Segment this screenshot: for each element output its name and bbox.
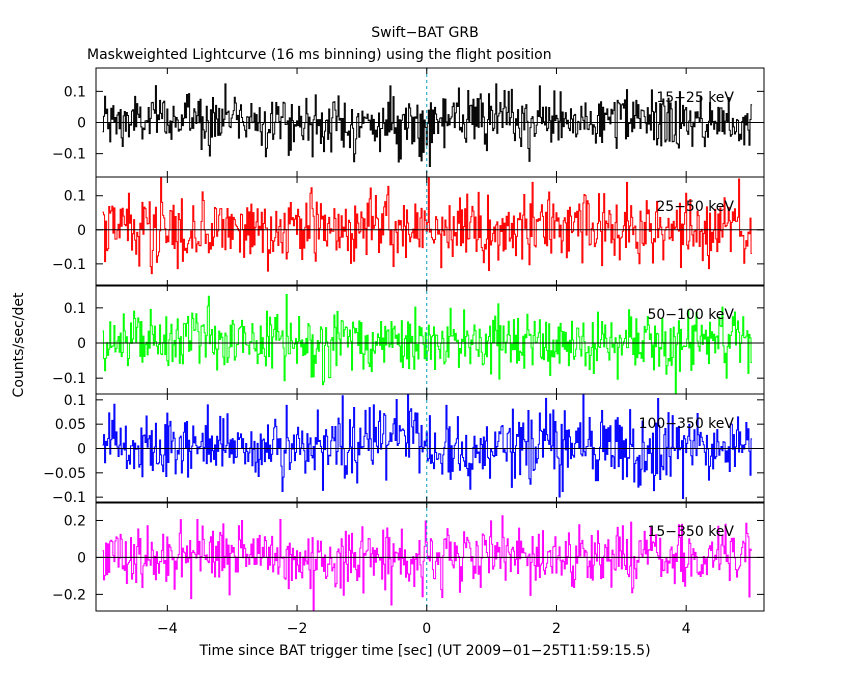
energy-band-label: 50−100 keV [647,307,734,323]
energy-band-label: 25−50 keV [656,199,734,215]
y-tick-label: 0 [77,116,86,132]
y-tick-label: −0.1 [52,490,86,506]
y-tick-label: −0.05 [43,466,86,482]
y-tick-label: 0.05 [55,417,86,433]
panel-3: 0.1 0 −0.1 50−100 keV [52,284,765,395]
chart-title: Swift−BAT GRB [371,25,478,41]
energy-band-label: 15−25 keV [656,90,734,106]
x-tick-label: 2 [552,621,561,637]
y-tick-label: 0.2 [64,513,86,529]
y-tick-label: 0 [77,442,86,458]
x-tick-labels: −4 −2 0 2 4 [157,621,691,637]
x-tick-label: 4 [682,621,691,637]
x-tick-label: −4 [157,621,178,637]
panel-frame [95,501,765,612]
y-tick-label: −0.1 [52,371,86,387]
panel-2: 0.1 0 −0.1 25−50 keV [52,176,765,287]
panel-frame [95,176,765,287]
y-tick-label: −0.1 [52,257,86,273]
panel-5: 0.2 0 −0.2 15−350 keV [52,501,765,612]
y-tick-label: 0.1 [64,301,86,317]
y-tick-label: −0.2 [52,587,86,603]
x-tick-label: 0 [422,621,431,637]
y-tick-label: −0.1 [52,147,86,163]
y-tick-label: 0 [77,550,86,566]
chart-subtitle: Maskweighted Lightcurve (16 ms binning) … [87,47,552,63]
y-axis-label: Counts/sec/det [11,292,27,397]
lightcurve-series-3 [102,294,753,395]
lightcurve-series-4 [102,393,753,499]
panel-4: 0.1 0.05 0 −0.05 −0.1 100−350 keV [43,393,765,506]
y-tick-label: 0.1 [64,393,86,409]
panels-group: 0.1 0 −0.1 15−25 keV 0.1 0 −0.1 25−50 keV 0.1 0 −0… [43,67,765,612]
x-tick-label: −2 [287,621,308,637]
x-axis-label: Time since BAT trigger time [sec] (UT 20… [198,643,650,659]
y-tick-label: 0 [77,223,86,239]
lightcurve-series-5 [102,515,753,612]
panel-1: 0.1 0 −0.1 15−25 keV [52,67,765,178]
lightcurve-series-2 [102,176,753,275]
y-tick-label: 0.1 [64,189,86,205]
energy-band-label: 15−350 keV [647,524,734,540]
y-tick-label: 0 [77,336,86,352]
lightcurve-series-1 [102,83,753,167]
y-tick-label: 0.1 [64,84,86,100]
energy-band-label: 100−350 keV [639,416,735,432]
